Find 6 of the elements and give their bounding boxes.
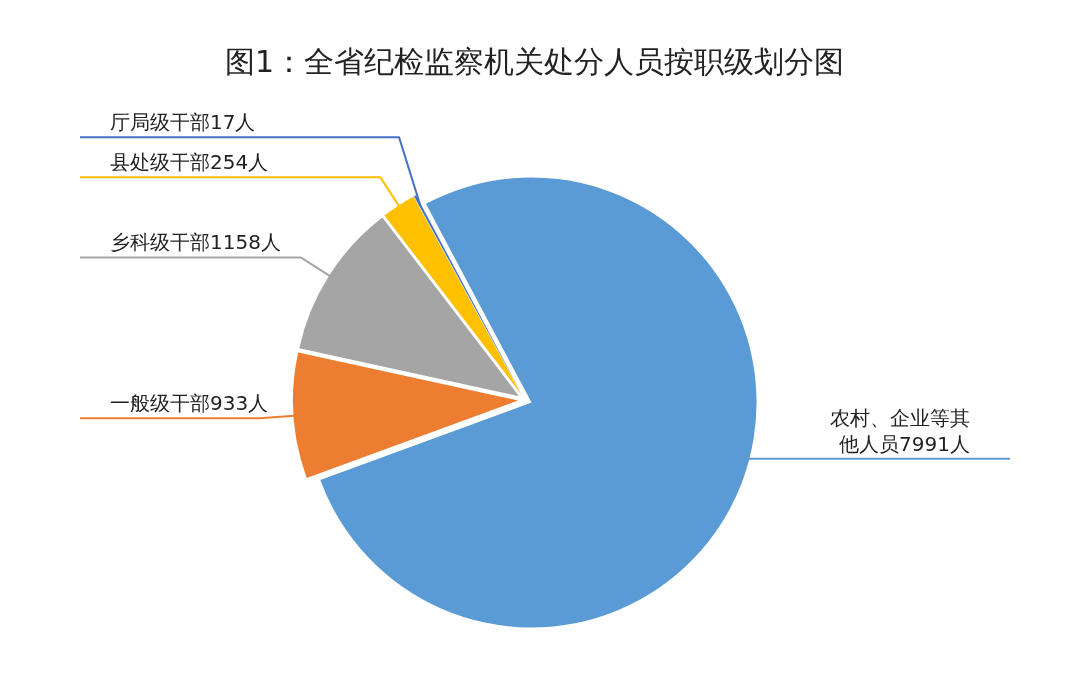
slice-label: 厅局级干部17人 bbox=[110, 110, 256, 135]
chart-title: 图1：全省纪检监察机关处分人员按职级划分图 bbox=[224, 44, 845, 79]
slice-label: 乡科级干部1158人 bbox=[110, 230, 281, 255]
slice-label: 一般级干部933人 bbox=[110, 391, 269, 416]
slice-label: 农村、企业等其他人员7991人 bbox=[830, 405, 970, 456]
slice-label: 县处级干部254人 bbox=[110, 150, 269, 175]
